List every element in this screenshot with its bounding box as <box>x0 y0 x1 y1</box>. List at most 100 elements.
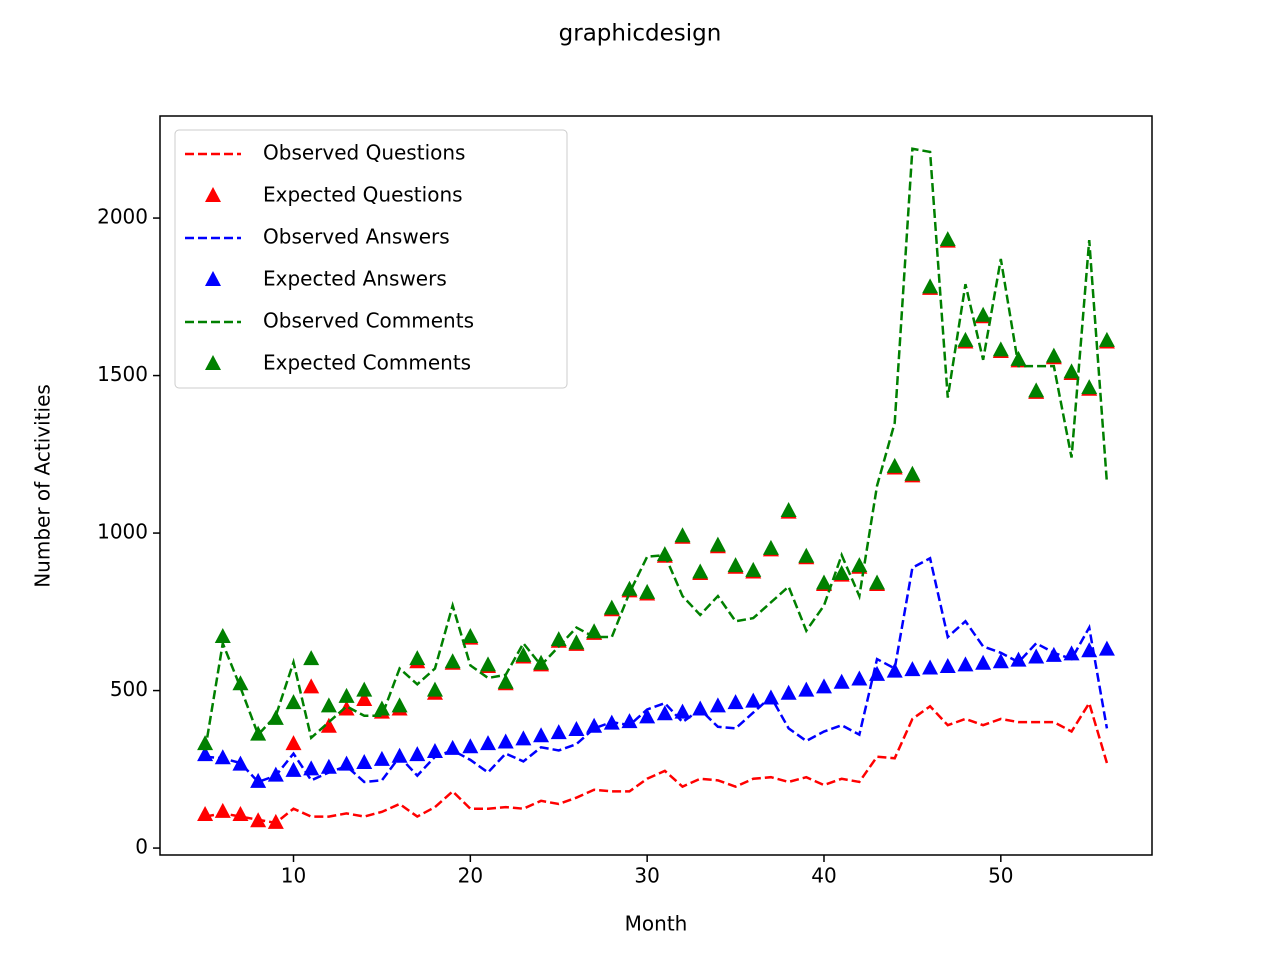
marker <box>320 717 337 733</box>
marker <box>762 539 779 555</box>
marker <box>197 805 214 821</box>
marker <box>250 725 267 741</box>
marker <box>727 557 744 573</box>
legend-box <box>174 129 568 389</box>
legend-marker <box>205 187 221 202</box>
marker <box>550 631 567 647</box>
marker <box>338 687 355 703</box>
marker <box>1063 363 1080 379</box>
marker <box>1081 379 1098 395</box>
marker <box>338 755 355 771</box>
marker <box>444 653 461 669</box>
marker <box>267 766 284 782</box>
marker <box>815 678 832 694</box>
legend-label: Expected Answers <box>263 267 447 291</box>
marker <box>833 673 850 689</box>
marker <box>426 742 443 758</box>
marker <box>497 733 514 749</box>
marker <box>1098 640 1115 656</box>
marker <box>533 727 550 743</box>
marker <box>922 659 939 675</box>
marker <box>621 580 638 596</box>
marker <box>957 331 974 347</box>
marker <box>1098 331 1115 347</box>
marker <box>692 700 709 716</box>
series-line <box>204 556 1109 784</box>
marker <box>232 805 249 821</box>
marker <box>303 760 320 776</box>
marker <box>745 692 762 708</box>
marker <box>462 628 479 644</box>
x-tick-label: 10 <box>281 864 306 888</box>
marker <box>1028 382 1045 398</box>
plot-frame <box>159 115 1153 856</box>
marker <box>692 563 709 579</box>
series-line <box>203 147 1109 751</box>
marker <box>409 746 426 762</box>
marker <box>497 673 514 689</box>
marker <box>1028 648 1045 664</box>
marker <box>1045 347 1062 363</box>
marker <box>886 662 903 678</box>
marker <box>621 713 638 729</box>
marker <box>851 670 868 686</box>
marker <box>939 657 956 673</box>
marker <box>639 583 656 599</box>
legend-label: Observed Questions <box>263 141 465 165</box>
marker <box>904 661 921 677</box>
marker <box>480 656 497 672</box>
marker <box>798 681 815 697</box>
marker <box>444 739 461 755</box>
marker <box>391 747 408 763</box>
marker <box>709 697 726 713</box>
marker <box>267 813 284 829</box>
marker <box>232 755 249 771</box>
y-tick-label: 1000 <box>97 520 148 544</box>
marker <box>462 738 479 754</box>
marker <box>869 574 886 590</box>
marker <box>533 654 550 670</box>
marker <box>320 697 337 713</box>
legend-label: Observed Comments <box>263 309 474 333</box>
marker <box>391 697 408 713</box>
marker <box>373 700 390 716</box>
marker <box>674 703 691 719</box>
legend-marker <box>205 271 221 286</box>
marker <box>373 750 390 766</box>
x-tick-label: 30 <box>634 864 659 888</box>
marker <box>975 306 992 322</box>
y-tick-label: 2000 <box>97 205 148 229</box>
marker <box>656 546 673 562</box>
marker <box>762 689 779 705</box>
marker <box>586 717 603 733</box>
marker <box>480 735 497 751</box>
y-tick-label: 500 <box>110 677 148 701</box>
x-axis-label: Month <box>625 912 688 936</box>
marker <box>939 231 956 247</box>
marker <box>869 665 886 681</box>
marker <box>250 772 267 788</box>
legend-label: Expected Comments <box>263 351 471 375</box>
marker <box>285 735 302 751</box>
marker <box>356 754 373 770</box>
marker <box>515 730 532 746</box>
marker <box>639 708 656 724</box>
marker <box>1081 642 1098 658</box>
marker <box>656 705 673 721</box>
marker <box>904 465 921 481</box>
legend-marker <box>205 355 221 370</box>
marker <box>515 646 532 662</box>
marker <box>356 691 373 707</box>
marker <box>674 527 691 543</box>
marker <box>745 561 762 577</box>
chart-title: graphicdesign <box>559 21 722 47</box>
marker <box>356 681 373 697</box>
marker <box>197 746 214 762</box>
marker <box>992 341 1009 357</box>
marker <box>603 599 620 615</box>
x-tick-label: 20 <box>458 864 483 888</box>
marker <box>709 536 726 552</box>
y-tick-label: 0 <box>135 835 148 859</box>
marker <box>1045 646 1062 662</box>
marker <box>886 457 903 473</box>
